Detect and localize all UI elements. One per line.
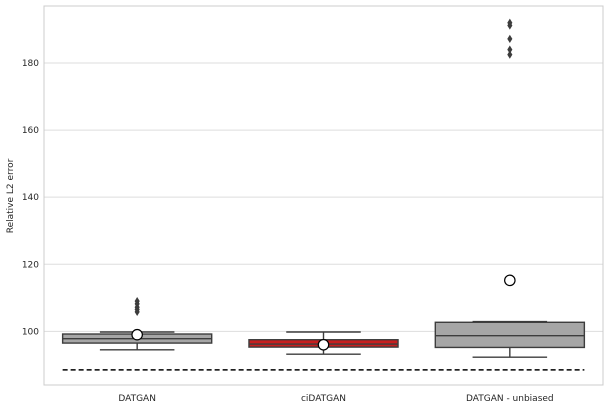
grid-lines: [44, 62, 603, 332]
box-body-2: [434, 321, 586, 349]
y-tick-labels: 100 120 140 160 180: [22, 59, 39, 337]
y-tick-label-100: 100: [22, 327, 39, 337]
x-tick-label-2: DATGAN - unbiased: [466, 394, 554, 404]
boxes: [61, 18, 586, 358]
y-tick-label-180: 180: [22, 59, 39, 69]
x-tick-labels: DATGAN ciDATGAN DATGAN - unbiased: [118, 394, 553, 404]
box-2: [434, 18, 586, 358]
mean-marker-1: [317, 338, 330, 351]
outlier-2-4: [507, 18, 513, 27]
outlier-2-0: [507, 50, 513, 59]
box-0: [61, 296, 213, 351]
y-tick-label-120: 120: [22, 260, 39, 270]
y-tick-label-160: 160: [22, 126, 39, 136]
mean-marker-2: [504, 274, 516, 287]
outlier-2-2: [507, 34, 513, 44]
outlier-2-1: [507, 45, 513, 54]
y-tick-label-140: 140: [22, 193, 39, 203]
x-tick-label-0: DATGAN: [118, 394, 156, 404]
x-tick-label-1: ciDATGAN: [301, 394, 346, 404]
mean-marker-0: [131, 328, 143, 341]
outlier-0-4: [134, 296, 140, 306]
y-axis-label: Relative L2 error: [6, 158, 16, 233]
box-1: [248, 331, 399, 355]
plot-frame: [43, 5, 604, 386]
